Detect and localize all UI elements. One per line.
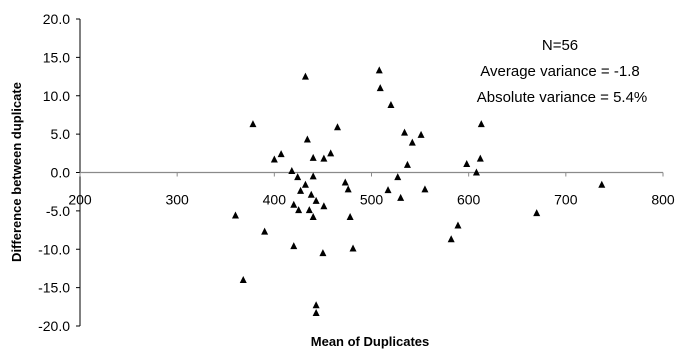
data-point-triangle <box>295 206 303 214</box>
x-tick-label: 200 <box>68 192 92 208</box>
annotation-absolute-variance: Absolute variance = 5.4% <box>477 89 648 106</box>
y-tick-label: 5.0 <box>51 126 71 142</box>
data-point-triangle <box>472 168 480 176</box>
data-point-triangle <box>319 249 327 257</box>
data-point-triangle <box>290 200 298 208</box>
data-point-triangle <box>344 185 352 193</box>
data-point-triangle <box>387 100 395 108</box>
data-point-triangle <box>349 244 357 252</box>
data-point-triangle <box>598 180 606 188</box>
x-axis-ticks: 200 300 400 500 600 700 800 <box>68 172 675 208</box>
data-point-triangle <box>397 193 405 201</box>
data-point-triangle <box>477 120 485 128</box>
data-point-triangle <box>277 150 285 158</box>
data-point-triangle <box>333 123 341 131</box>
data-point-triangle <box>417 130 425 138</box>
data-point-triangle <box>312 308 320 316</box>
x-tick-label: 300 <box>165 192 189 208</box>
data-point-triangle <box>421 185 429 193</box>
y-tick-label: 10.0 <box>43 88 70 104</box>
data-point-triangle <box>309 213 317 221</box>
data-point-triangle <box>301 180 309 188</box>
data-point-triangle <box>447 235 455 243</box>
data-point-triangle <box>303 135 311 143</box>
data-point-triangle <box>231 211 239 219</box>
data-point-triangle <box>341 178 349 186</box>
y-tick-label: 20.0 <box>43 11 70 27</box>
y-tick-label: 0.0 <box>51 165 71 181</box>
data-point-triangle <box>346 213 354 221</box>
x-tick-label: 400 <box>263 192 287 208</box>
data-point-triangle <box>290 242 298 250</box>
data-point-triangle <box>288 166 296 174</box>
x-axis-title: Mean of Duplicates <box>311 334 429 349</box>
data-point-triangle <box>307 190 315 198</box>
data-point-triangle <box>401 128 409 136</box>
data-point-triangle <box>327 149 335 157</box>
data-point-triangle <box>312 301 320 309</box>
x-tick-label: 700 <box>554 192 578 208</box>
data-point-triangle <box>297 186 305 194</box>
data-point-triangle <box>309 153 317 161</box>
data-point-triangle <box>261 227 269 235</box>
data-point-triangle <box>320 202 328 210</box>
data-point-triangle <box>408 138 416 146</box>
data-point-triangle <box>375 66 383 74</box>
data-point-triangle <box>376 84 384 92</box>
data-point-triangle <box>533 209 541 217</box>
data-point-triangle <box>476 154 484 162</box>
data-point-triangle <box>384 186 392 194</box>
data-point-triangle <box>463 160 471 168</box>
x-tick-label: 600 <box>457 192 481 208</box>
y-tick-label: 15.0 <box>43 49 70 65</box>
data-point-triangle <box>312 196 320 204</box>
y-tick-label: -5.0 <box>46 203 70 219</box>
annotation-average-variance: Average variance = -1.8 <box>480 63 639 80</box>
y-tick-label: -20.0 <box>38 318 70 334</box>
y-axis-title: Difference between duplicate <box>9 82 24 262</box>
data-point-triangle <box>320 154 328 162</box>
data-point-triangle <box>454 221 462 229</box>
y-tick-label: -15.0 <box>38 280 70 296</box>
x-tick-label: 500 <box>360 192 384 208</box>
data-point-triangle <box>394 173 402 181</box>
y-axis-ticks: 20.0 15.0 10.0 5.0 0.0 -5.0 -10.0 -15.0 -20.0 <box>38 11 80 334</box>
data-point-triangle <box>305 206 313 214</box>
data-point-triangle <box>294 173 302 181</box>
data-point-triangle <box>239 275 247 283</box>
x-tick-label: 800 <box>651 192 675 208</box>
y-tick-label: -10.0 <box>38 241 70 257</box>
data-point-triangle <box>309 172 317 180</box>
data-point-triangle <box>270 155 278 163</box>
data-point-triangle <box>301 72 309 80</box>
data-point-triangle <box>403 160 411 168</box>
annotation-n: N=56 <box>542 37 578 54</box>
data-point-triangle <box>249 120 257 128</box>
data-points <box>231 66 606 316</box>
